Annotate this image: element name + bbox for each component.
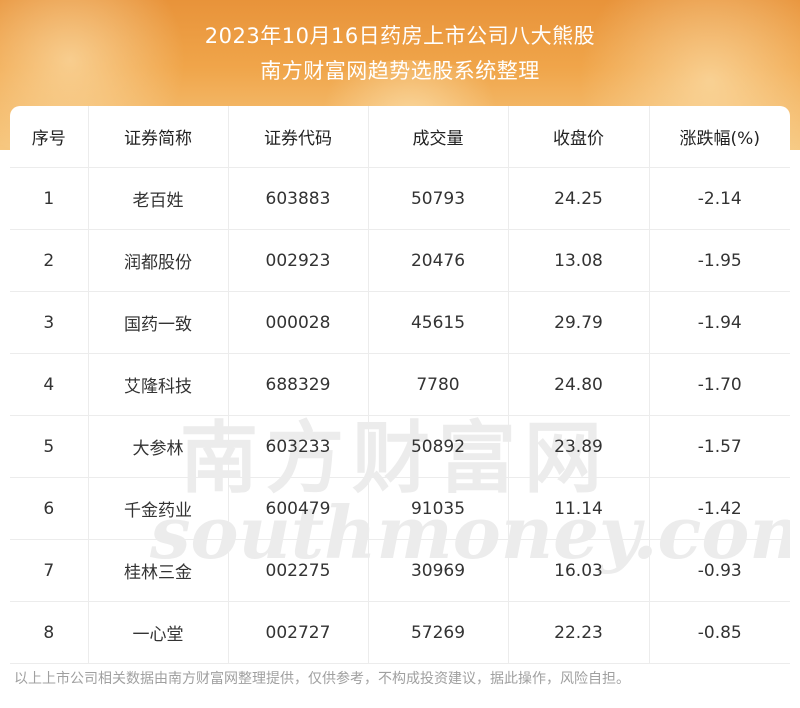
table-row: 5 大参林 603233 50892 23.89 -1.57	[10, 415, 790, 478]
cell-name: 润都股份	[88, 229, 229, 292]
cell-volume: 20476	[368, 229, 509, 292]
cell-change: -2.14	[649, 167, 790, 230]
column-header-close: 收盘价	[508, 106, 650, 168]
cell-code: 603883	[228, 167, 369, 230]
header-banner: 2023年10月16日药房上市公司八大熊股 南方财富网趋势选股系统整理	[0, 0, 800, 150]
cell-code: 002923	[228, 229, 369, 292]
cell-close: 13.08	[508, 229, 650, 292]
cell-change: -1.95	[649, 229, 790, 292]
stock-table: 序号 证券简称 证券代码 成交量 收盘价 涨跌幅(%) 1 老百姓 603883…	[10, 106, 790, 664]
cell-change: -1.42	[649, 477, 790, 540]
cell-volume: 30969	[368, 539, 509, 602]
cell-index: 1	[10, 167, 89, 230]
cell-volume: 7780	[368, 353, 509, 416]
column-header-code: 证券代码	[228, 106, 369, 168]
cell-index: 3	[10, 291, 89, 354]
cell-change: -1.94	[649, 291, 790, 354]
cell-code: 603233	[228, 415, 369, 478]
cell-code: 600479	[228, 477, 369, 540]
column-header-change: 涨跌幅(%)	[649, 106, 790, 168]
cell-close: 23.89	[508, 415, 650, 478]
cell-index: 5	[10, 415, 89, 478]
table-row: 4 艾隆科技 688329 7780 24.80 -1.70	[10, 353, 790, 416]
cell-close: 16.03	[508, 539, 650, 602]
cell-close: 11.14	[508, 477, 650, 540]
cell-index: 6	[10, 477, 89, 540]
cell-index: 8	[10, 601, 89, 664]
cell-name: 艾隆科技	[88, 353, 229, 416]
cell-volume: 45615	[368, 291, 509, 354]
column-header-index: 序号	[10, 106, 89, 168]
cell-volume: 91035	[368, 477, 509, 540]
disclaimer-text: 以上上市公司相关数据由南方财富网整理提供，仅供参考，不构成投资建议，据此操作，风…	[14, 671, 630, 687]
cell-volume: 50892	[368, 415, 509, 478]
cell-change: -0.85	[649, 601, 790, 664]
cell-change: -1.57	[649, 415, 790, 478]
cell-name: 国药一致	[88, 291, 229, 354]
cell-index: 2	[10, 229, 89, 292]
cell-name: 大参林	[88, 415, 229, 478]
cell-index: 7	[10, 539, 89, 602]
column-header-name: 证券简称	[88, 106, 229, 168]
cell-code: 688329	[228, 353, 369, 416]
cell-close: 29.79	[508, 291, 650, 354]
table-row: 1 老百姓 603883 50793 24.25 -2.14	[10, 167, 790, 230]
table-row: 3 国药一致 000028 45615 29.79 -1.94	[10, 291, 790, 354]
cell-name: 桂林三金	[88, 539, 229, 602]
cell-name: 千金药业	[88, 477, 229, 540]
cell-change: -0.93	[649, 539, 790, 602]
table-row: 8 一心堂 002727 57269 22.23 -0.85	[10, 601, 790, 664]
table-row: 2 润都股份 002923 20476 13.08 -1.95	[10, 229, 790, 292]
page-subtitle: 南方财富网趋势选股系统整理	[260, 59, 540, 83]
page-title: 2023年10月16日药房上市公司八大熊股	[204, 24, 596, 48]
cell-code: 002727	[228, 601, 369, 664]
cell-change: -1.70	[649, 353, 790, 416]
table-card: 南方财富网 southmoney.com 序号 证券简称 证券代码 成交量 收盘…	[10, 106, 790, 664]
table-row: 6 千金药业 600479 91035 11.14 -1.42	[10, 477, 790, 540]
cell-volume: 57269	[368, 601, 509, 664]
cell-code: 000028	[228, 291, 369, 354]
cell-close: 24.25	[508, 167, 650, 230]
cell-code: 002275	[228, 539, 369, 602]
table-row: 7 桂林三金 002275 30969 16.03 -0.93	[10, 539, 790, 602]
cell-name: 老百姓	[88, 167, 229, 230]
cell-close: 22.23	[508, 601, 650, 664]
cell-close: 24.80	[508, 353, 650, 416]
cell-name: 一心堂	[88, 601, 229, 664]
table-header-row: 序号 证券简称 证券代码 成交量 收盘价 涨跌幅(%)	[10, 106, 790, 168]
column-header-volume: 成交量	[368, 106, 509, 168]
cell-index: 4	[10, 353, 89, 416]
cell-volume: 50793	[368, 167, 509, 230]
